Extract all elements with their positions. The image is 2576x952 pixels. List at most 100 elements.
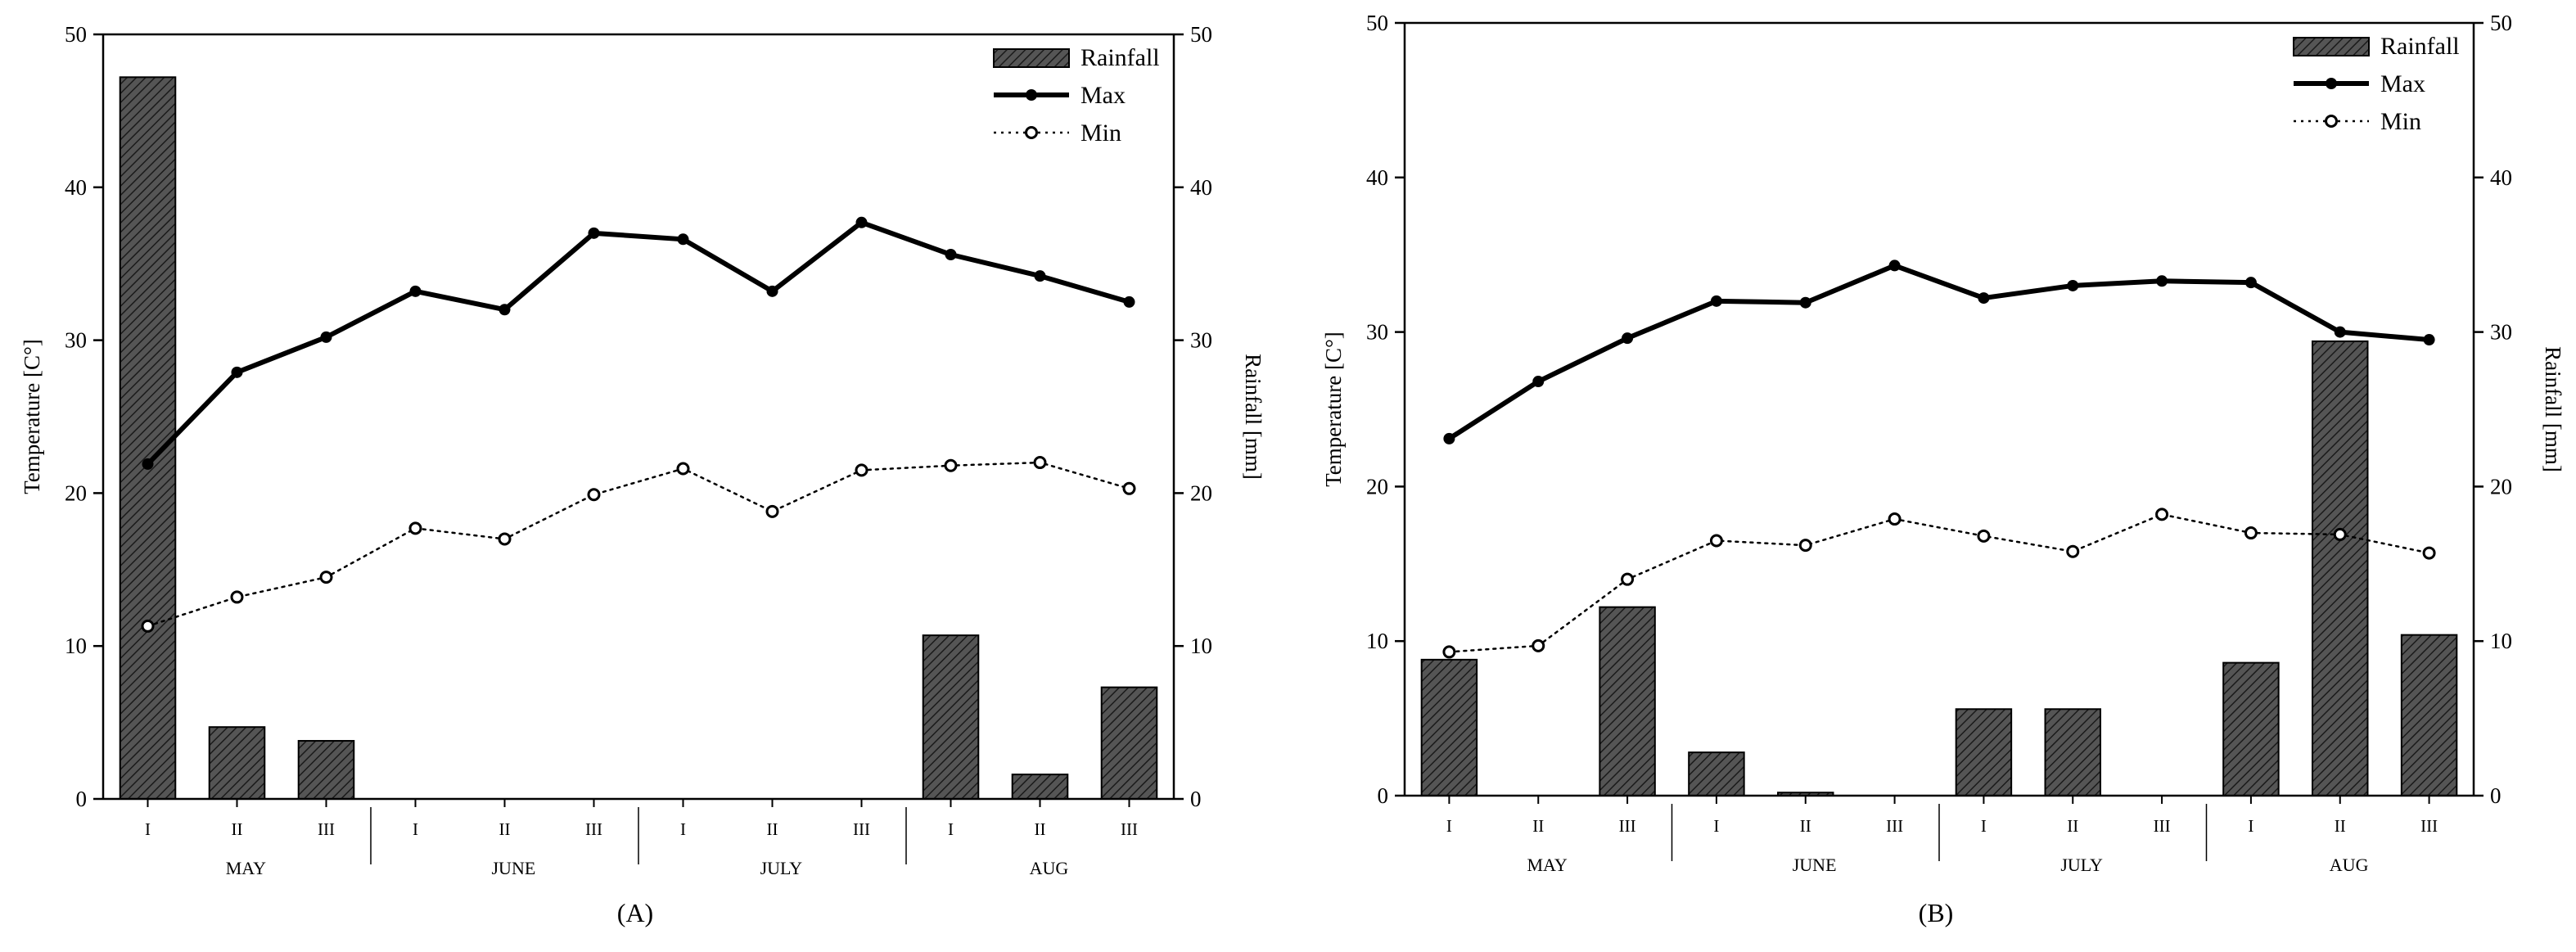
legend-rainfall-label: Rainfall	[1080, 44, 1160, 71]
right-y-tick-label: 40	[1190, 175, 1212, 200]
max-temperature-point	[1799, 296, 1811, 309]
min-temperature-point	[1621, 572, 1635, 586]
max-temperature-line	[1447, 263, 2429, 441]
rainfall-bar	[1011, 774, 1069, 800]
rainfall-bar	[2400, 634, 2458, 797]
left-y-axis-title: Temperature [C°]	[1321, 332, 1346, 487]
panel-label: (B)	[1919, 898, 1954, 927]
max-temperature-point	[2067, 279, 2079, 291]
min-temperature-point	[2244, 526, 2258, 540]
left-y-tick-label: 30	[65, 328, 87, 353]
legend-rainfall-swatch	[993, 48, 1070, 68]
x-tick-label: III	[2154, 816, 2171, 836]
right-y-tick-label: 10	[1190, 634, 1212, 658]
rainfall-bar	[1420, 658, 1478, 797]
month-label: MAY	[226, 858, 266, 878]
rainfall-bar	[297, 740, 355, 800]
min-temperature-point	[1122, 481, 1136, 495]
min-temperature-point	[141, 619, 155, 633]
right-y-tick-label: 0	[1190, 787, 1202, 811]
min-temperature-point	[944, 458, 958, 472]
rainfall-bar	[922, 634, 980, 801]
max-temperature-point	[2156, 275, 2168, 287]
max-temperature-point	[945, 248, 957, 260]
max-temperature-point	[142, 458, 154, 470]
x-tick-label: III	[1121, 819, 1138, 839]
legend-max-label: Max	[1080, 82, 1126, 109]
month-label: AUG	[2330, 855, 2369, 875]
max-temperature-point	[1622, 332, 1634, 345]
right-y-tick-label: 40	[2490, 165, 2512, 190]
max-temperature-point	[1034, 270, 1046, 282]
max-temperature-point	[409, 285, 422, 297]
left-y-tick-label: 20	[1366, 474, 1388, 499]
rainfall-bar	[208, 726, 266, 800]
legend-min-label: Min	[2380, 108, 2421, 135]
max-temperature-point	[2334, 326, 2346, 338]
min-temperature-point	[319, 571, 333, 584]
legend-min-marker	[1025, 126, 1038, 139]
min-temperature-line	[147, 461, 1130, 628]
max-temperature-point	[1443, 432, 1455, 444]
x-tick-label: II	[2335, 816, 2346, 836]
legend-max-label: Max	[2380, 70, 2425, 97]
left-y-tick-label: 20	[65, 481, 87, 505]
max-temperature-point	[1123, 296, 1135, 308]
min-temperature-point	[2155, 508, 2169, 521]
right-y-tick-label: 10	[2490, 629, 2512, 653]
max-temperature-point	[2244, 277, 2257, 289]
min-temperature-point	[498, 532, 512, 546]
min-temperature-point	[676, 462, 690, 476]
max-temperature-point	[588, 227, 600, 239]
max-temperature-point	[855, 216, 868, 228]
left-y-axis-title: Temperature [C°]	[20, 339, 44, 494]
x-tick-label: III	[2420, 816, 2438, 836]
x-tick-label: I	[680, 819, 686, 839]
max-temperature-point	[1532, 376, 1545, 388]
min-temperature-point	[855, 463, 868, 477]
x-tick-label: I	[413, 819, 418, 839]
x-tick-label: I	[1981, 816, 1987, 836]
rainfall-bar	[2044, 708, 2101, 796]
min-temperature-point	[587, 488, 601, 502]
min-temperature-point	[1033, 456, 1047, 470]
x-tick-label: III	[1619, 816, 1636, 836]
rainfall-bar	[2222, 661, 2280, 797]
x-tick-label: III	[318, 819, 335, 839]
rainfall-bar	[1955, 708, 2013, 796]
left-y-tick-label: 0	[1378, 783, 1389, 808]
left-y-tick-label: 50	[1366, 11, 1388, 35]
right-y-tick-label: 0	[2490, 783, 2502, 808]
x-tick-label: I	[948, 819, 954, 839]
rainfall-bar	[2312, 340, 2369, 797]
x-tick-label: I	[1446, 816, 1452, 836]
left-y-tick-label: 0	[76, 787, 88, 811]
x-tick-label: II	[1800, 816, 1811, 836]
left-y-tick-label: 30	[1366, 320, 1388, 345]
right-y-axis-title: Rainfall [mm]	[1241, 354, 1265, 480]
legend-rainfall-label: Rainfall	[2380, 33, 2460, 60]
min-temperature-point	[230, 590, 244, 604]
x-tick-label: II	[2067, 816, 2078, 836]
right-y-tick-label: 20	[2490, 474, 2512, 499]
left-y-tick-label: 50	[65, 22, 87, 47]
min-temperature-point	[1709, 534, 1723, 548]
x-tick-label: III	[853, 819, 870, 839]
right-y-tick-label: 50	[2490, 11, 2512, 35]
max-temperature-point	[677, 233, 689, 246]
max-temperature-point	[2423, 334, 2435, 346]
max-temperature-line	[146, 219, 1130, 466]
x-tick-label: II	[1532, 816, 1544, 836]
chart-panel-a: 0 0 10 10 20 20 30 30 40 40 50 50 Temperature [C°] Ra…	[20, 22, 1265, 927]
max-temperature-point	[499, 304, 511, 316]
left-y-tick-label: 40	[1366, 165, 1388, 190]
legend-min-label: Min	[1080, 120, 1121, 147]
month-label: AUG	[1030, 858, 1069, 878]
right-y-tick-label: 20	[1190, 481, 1212, 505]
min-temperature-line	[1448, 513, 2430, 653]
chart-panel-b: 0 0 10 10 20 20 30 30 40 40 50 50 Temperature [C°] Ra…	[1321, 11, 2565, 927]
rainfall-bar	[1688, 751, 1745, 796]
legend-max-marker	[1026, 89, 1037, 101]
min-temperature-point	[2066, 544, 2080, 558]
